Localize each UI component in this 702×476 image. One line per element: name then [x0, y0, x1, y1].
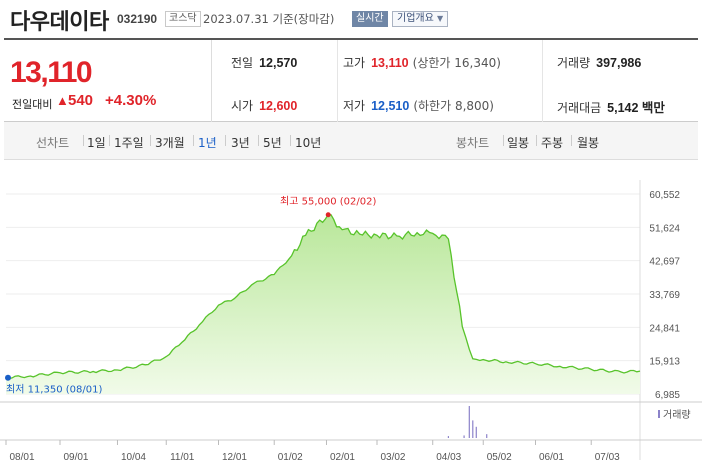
price-line: [5, 214, 641, 380]
x-tick-label: 09/01: [63, 452, 88, 463]
volume-label: 거래량: [557, 56, 591, 70]
period-3y[interactable]: 3년: [231, 136, 250, 150]
y-tick-label: 60,552: [649, 190, 680, 201]
y-tick-label: 51,624: [649, 223, 680, 234]
x-tick-label: 10/04: [121, 452, 146, 463]
prev-close-cell: 전일 12,570: [231, 54, 297, 71]
candle-chart-label: 봉차트: [456, 136, 490, 150]
amount-value: 5,142 백만: [607, 101, 665, 115]
quote-date: 2023.07.31 기준(장마감): [203, 12, 335, 26]
divider: [536, 135, 537, 146]
x-tick-label: 02/01: [330, 452, 355, 463]
chart-annotations: 최고 55,000 (02/02) 최저 11,350 (08/01): [5, 196, 377, 396]
period-3m[interactable]: 3개월: [155, 136, 185, 150]
x-tick-label: 07/03: [595, 452, 620, 463]
chart-period-toolbar: 선차트 1일 1주일 3개월 1년 3년 5년 10년 봉차트 일봉 주봉 월봉: [4, 122, 698, 160]
divider: [542, 40, 543, 122]
volume-legend-label: 거래량: [663, 409, 691, 421]
y-tick-label: 15,913: [649, 357, 680, 368]
high-value: 13,110: [371, 56, 409, 70]
high-annotation: 최고 55,000 (02/02): [280, 196, 376, 208]
x-tick-label: 05/02: [487, 452, 512, 463]
high-marker: [325, 212, 331, 218]
period-10y[interactable]: 10년: [295, 136, 322, 150]
candle-weekly[interactable]: 주봉: [541, 136, 564, 150]
y-tick-label: 6,985: [655, 390, 680, 401]
amount-label: 거래대금: [557, 101, 602, 115]
high-label: 고가: [343, 56, 366, 70]
period-5y[interactable]: 5년: [263, 136, 282, 150]
divider: [337, 40, 338, 122]
divider: [150, 135, 151, 146]
quote-panel: 13,110 전일대비 ▲ 540 +4.30% 전일 12,570 고가 13,1…: [4, 38, 698, 122]
price-area: [5, 214, 641, 394]
realtime-button[interactable]: 실시간: [352, 11, 388, 27]
prev-close-label: 전일: [231, 56, 254, 70]
period-1y[interactable]: 1년: [198, 136, 217, 150]
divider: [83, 135, 84, 146]
volume-value: 397,986: [596, 56, 642, 70]
price-box: 13,110 전일대비 ▲ 540 +4.30%: [4, 40, 212, 122]
y-tick-label: 33,769: [649, 290, 680, 301]
prev-close-value: 12,570: [259, 56, 298, 70]
y-tick-label: 24,841: [649, 323, 680, 334]
open-value: 12,600: [259, 99, 298, 113]
upper-limit: (상한가 16,340): [412, 56, 501, 70]
low-label: 저가: [343, 99, 366, 113]
stock-code: 032190: [117, 12, 158, 26]
volume-cell: 거래량 397,986: [557, 54, 641, 71]
divider: [503, 135, 504, 146]
change-value: 540: [68, 92, 94, 109]
x-tick-label: 01/02: [278, 452, 303, 463]
y-tick-label: 42,697: [649, 257, 680, 268]
x-tick-label: 04/03: [436, 452, 461, 463]
x-tick-label: 03/02: [380, 452, 405, 463]
x-tick-label: 12/01: [222, 452, 247, 463]
low-cell: 저가 12,510 (하한가 8,800): [343, 97, 494, 114]
volume-panel: 거래량: [447, 406, 691, 438]
divider: [109, 135, 110, 146]
divider: [225, 135, 226, 146]
divider: [290, 135, 291, 146]
open-label: 시가: [231, 99, 254, 113]
period-1d[interactable]: 1일: [87, 136, 106, 150]
company-overview-dropdown[interactable]: 기업개요 ▼: [392, 11, 449, 27]
stock-header: 다우데이타 032190 코스닥 2023.07.31 기준(장마감) 실시간 …: [0, 0, 702, 38]
overview-label: 기업개요: [397, 13, 434, 24]
open-cell: 시가 12,600: [231, 97, 297, 114]
volume-legend-swatch: [658, 410, 660, 418]
x-axis: 08/01 09/01 10/04 11/01 12/01 01/02 02/01 03/02…: [5, 440, 620, 463]
low-value: 12,510: [371, 99, 410, 113]
y-axis: 60,552 51,624 42,697 33,769 24,841 15,913 6,98…: [649, 190, 680, 401]
period-1w[interactable]: 1주일: [114, 136, 144, 150]
up-arrow-icon: ▲: [56, 93, 69, 108]
price-chart: 60,552 51,624 42,697 33,769 24,841 15,913 6,98…: [0, 180, 702, 463]
divider: [193, 135, 194, 146]
low-marker: [5, 374, 11, 381]
change-label: 전일대비: [12, 98, 53, 111]
lower-limit: (하한가 8,800): [413, 99, 494, 113]
low-annotation: 최저 11,350 (08/01): [6, 384, 102, 396]
stock-name: 다우데이타: [10, 10, 109, 35]
line-chart-label: 선차트: [36, 136, 70, 150]
high-cell: 고가 13,110 (상한가 16,340): [343, 54, 501, 71]
x-tick-label: 11/01: [170, 452, 195, 463]
x-tick-label: 06/01: [539, 452, 564, 463]
chevron-down-icon: ▼: [437, 14, 444, 23]
x-tick-label: 08/01: [9, 452, 34, 463]
change-percent: +4.30%: [105, 92, 157, 109]
price-area-fill: [6, 214, 640, 394]
market-badge: 코스닥: [165, 11, 201, 27]
divider: [571, 135, 572, 146]
candle-daily[interactable]: 일봉: [507, 136, 530, 150]
candle-monthly[interactable]: 월봉: [577, 136, 600, 150]
divider: [258, 135, 259, 146]
current-price: 13,110: [10, 56, 93, 89]
amount-cell: 거래대금 5,142 백만: [557, 97, 665, 116]
